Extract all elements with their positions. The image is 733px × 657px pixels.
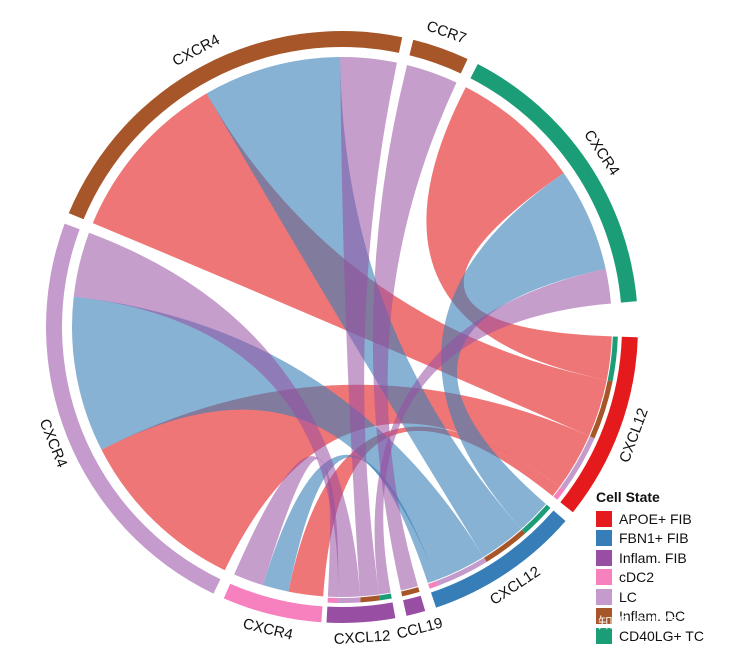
legend-label: APOE+ FIB bbox=[619, 510, 692, 527]
chord-ribbons bbox=[72, 57, 612, 597]
sector-inner-track bbox=[607, 336, 618, 382]
legend-items: APOE+ FIB FBN1+ FIB Inflam. FIB cDC2 LC Infla… bbox=[596, 509, 733, 646]
chord-ribbon bbox=[372, 64, 457, 591]
legend-label: CD40LG+ TC bbox=[619, 627, 704, 644]
legend-swatch bbox=[596, 608, 612, 625]
legend-swatch bbox=[596, 549, 612, 566]
sector-outer-track bbox=[326, 602, 396, 623]
legend: Cell State APOE+ FIB FBN1+ FIB Inflam. FIB… bbox=[596, 489, 733, 646]
sector-inner-track bbox=[360, 595, 380, 603]
sector-outer-track bbox=[68, 31, 403, 220]
legend-item: APOE+ FIB bbox=[596, 509, 733, 529]
sector-label: CXCR4 bbox=[241, 615, 294, 644]
sector-outer-track bbox=[409, 39, 468, 74]
legend-item: CD40LG+ TC bbox=[596, 626, 733, 646]
legend-title: Cell State bbox=[596, 489, 660, 505]
legend-label: FBN1+ FIB bbox=[619, 530, 689, 547]
legend-label: cDC2 bbox=[619, 569, 655, 586]
sector-inner-track bbox=[401, 587, 420, 597]
sector-inner-track bbox=[379, 593, 392, 601]
legend-label: Inflam. DC bbox=[619, 608, 686, 625]
chord-ribbon bbox=[288, 426, 560, 597]
legend-label: Inflam. FIB bbox=[619, 549, 687, 566]
sector-outer-track bbox=[560, 336, 638, 513]
chord-ribbon bbox=[73, 232, 361, 597]
sector-label: CXCL12 bbox=[333, 628, 391, 649]
sector-outer-track bbox=[470, 63, 637, 303]
sector-inner-track bbox=[589, 380, 613, 439]
legend-item: LC bbox=[596, 587, 733, 607]
sector-outer-track bbox=[223, 583, 323, 623]
sector-inner-track bbox=[521, 504, 551, 534]
chord-ribbon bbox=[340, 57, 397, 597]
legend-swatch bbox=[596, 627, 612, 644]
legend-swatch bbox=[596, 510, 612, 527]
sector-label: CCR7 bbox=[424, 18, 468, 48]
sector-inner-track bbox=[560, 436, 595, 491]
sector-outer-track bbox=[46, 223, 221, 594]
sector-outer-track bbox=[403, 595, 426, 616]
chord-ribbon bbox=[262, 454, 437, 592]
legend-item: Inflam. FIB bbox=[596, 548, 733, 568]
sector-inner-track bbox=[428, 581, 439, 589]
sector-outer-track bbox=[430, 510, 566, 608]
sector-label: CCL19 bbox=[395, 615, 444, 643]
sector-inner-track bbox=[338, 597, 361, 603]
sector-inner-track bbox=[436, 557, 487, 586]
legend-item: cDC2 bbox=[596, 568, 733, 588]
legend-swatch bbox=[596, 530, 612, 547]
watermark: 知乎 @毕倬 bbox=[598, 614, 678, 632]
sector-inner-track bbox=[327, 597, 339, 603]
chord-ribbon bbox=[441, 172, 606, 529]
chord-ribbon bbox=[374, 268, 611, 595]
legend-swatch bbox=[596, 588, 612, 605]
chord-ribbon bbox=[234, 456, 339, 597]
legend-item: FBN1+ FIB bbox=[596, 529, 733, 549]
sector-inner-track bbox=[553, 487, 565, 500]
legend-swatch bbox=[596, 569, 612, 586]
chord-ribbon bbox=[72, 296, 484, 581]
sector-inner-track bbox=[484, 529, 526, 563]
legend-label: LC bbox=[619, 588, 637, 605]
sector-tracks bbox=[46, 31, 638, 623]
legend-item: Inflam. DC bbox=[596, 607, 733, 627]
